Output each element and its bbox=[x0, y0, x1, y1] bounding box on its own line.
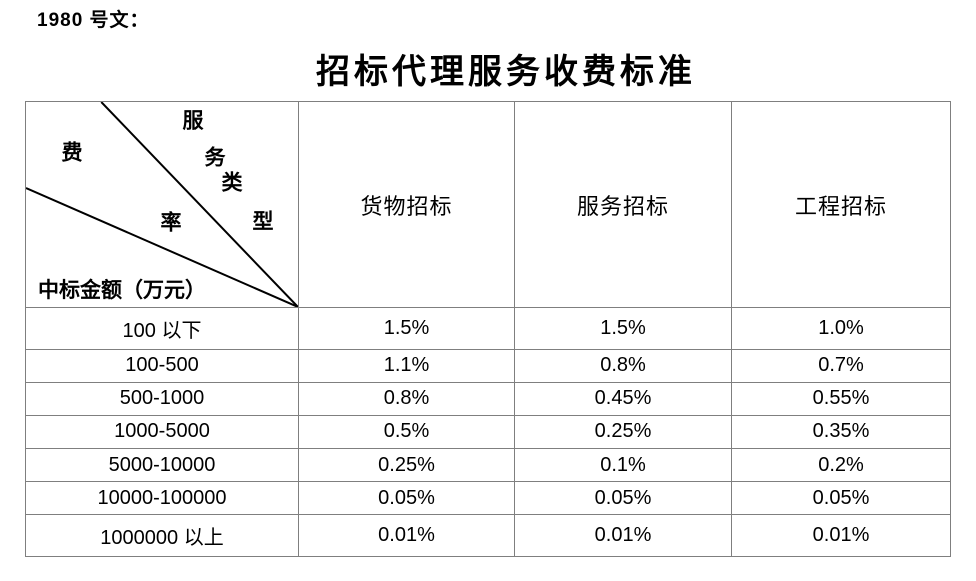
table-row: 1000-5000 0.5% 0.25% 0.35% bbox=[25, 414, 951, 450]
corner-char-service-2: 务 bbox=[204, 145, 226, 170]
fee-cell: 1.5% bbox=[298, 307, 515, 350]
page-title: 招标代理服务收费标准 bbox=[316, 54, 696, 91]
fee-cell: 0.01% bbox=[731, 514, 951, 557]
fee-cell: 0.5% bbox=[298, 414, 515, 450]
table-row: 500-1000 0.8% 0.45% 0.55% bbox=[25, 381, 951, 416]
row-label: 1000000 以上 bbox=[25, 514, 299, 557]
fee-cell: 0.25% bbox=[514, 414, 732, 450]
table-row: 100 以下 1.5% 1.5% 1.0% bbox=[25, 307, 951, 350]
table-header-row: 服 务 类 型 费 率 中标金额（万元） 货物招标 服务招标 工程招标 bbox=[25, 101, 951, 308]
fee-cell: 0.25% bbox=[298, 448, 515, 483]
fee-cell: 0.45% bbox=[514, 381, 732, 416]
row-label: 5000-10000 bbox=[25, 448, 299, 483]
row-label: 500-1000 bbox=[25, 381, 299, 416]
fee-cell: 0.2% bbox=[731, 448, 951, 483]
fee-cell: 0.8% bbox=[298, 381, 515, 416]
fee-cell: 1.1% bbox=[298, 348, 515, 383]
doc-ref-label: 1980 号文： bbox=[37, 10, 150, 31]
fee-cell: 0.8% bbox=[514, 348, 732, 383]
fee-cell: 0.05% bbox=[514, 481, 732, 516]
column-header-service: 服务招标 bbox=[514, 101, 732, 308]
fee-cell: 0.05% bbox=[298, 481, 515, 516]
corner-amount-label: 中标金额（万元） bbox=[38, 278, 206, 302]
corner-char-service-1: 服 bbox=[182, 108, 204, 133]
row-label: 100 以下 bbox=[25, 307, 299, 350]
row-label: 100-500 bbox=[25, 348, 299, 383]
row-label: 1000-5000 bbox=[25, 414, 299, 450]
corner-char-fee-2: 率 bbox=[160, 210, 182, 235]
corner-char-fee-1: 费 bbox=[61, 140, 83, 165]
diagonal-corner-cell: 服 务 类 型 费 率 中标金额（万元） bbox=[25, 101, 299, 308]
corner-char-service-3: 类 bbox=[221, 170, 243, 195]
fee-cell: 1.5% bbox=[514, 307, 732, 350]
fee-cell: 0.01% bbox=[298, 514, 515, 557]
column-header-engineering: 工程招标 bbox=[731, 101, 951, 308]
row-label: 10000-100000 bbox=[25, 481, 299, 516]
fee-standard-table: 服 务 类 型 费 率 中标金额（万元） 货物招标 服务招标 工程招标 100 … bbox=[25, 101, 951, 557]
fee-cell: 0.05% bbox=[731, 481, 951, 516]
column-header-goods: 货物招标 bbox=[298, 101, 515, 308]
table-row: 100-500 1.1% 0.8% 0.7% bbox=[25, 348, 951, 383]
corner-char-service-4: 型 bbox=[252, 209, 274, 234]
table-row: 10000-100000 0.05% 0.05% 0.05% bbox=[25, 481, 951, 516]
fee-cell: 0.7% bbox=[731, 348, 951, 383]
table-row: 1000000 以上 0.01% 0.01% 0.01% bbox=[25, 514, 951, 557]
fee-cell: 0.01% bbox=[514, 514, 732, 557]
table-row: 5000-10000 0.25% 0.1% 0.2% bbox=[25, 448, 951, 483]
fee-cell: 0.1% bbox=[514, 448, 732, 483]
fee-cell: 1.0% bbox=[731, 307, 951, 350]
diagonal-lines-icon bbox=[26, 102, 298, 307]
fee-cell: 0.35% bbox=[731, 414, 951, 450]
fee-cell: 0.55% bbox=[731, 381, 951, 416]
